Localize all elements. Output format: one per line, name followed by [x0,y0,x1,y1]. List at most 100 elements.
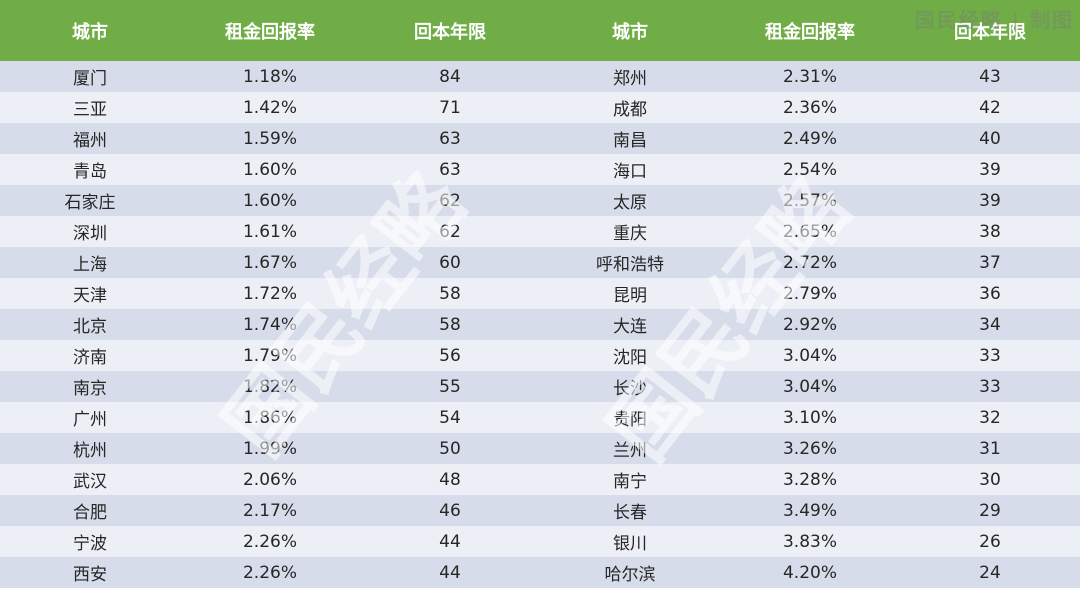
cell-years-left: 60 [360,247,540,278]
cell-rate-left: 1.67% [180,247,360,278]
cell-years-left: 44 [360,526,540,557]
cell-years-right: 32 [900,402,1080,433]
table-row: 上海 1.67% 60 呼和浩特 2.72% 37 [0,247,1080,278]
cell-years-left: 62 [360,216,540,247]
cell-years-left: 56 [360,340,540,371]
cell-rate-right: 2.49% [720,123,900,154]
cell-years-left: 48 [360,464,540,495]
cell-city-right: 太原 [540,185,720,216]
cell-years-right: 37 [900,247,1080,278]
cell-years-right: 33 [900,371,1080,402]
cell-rate-left: 2.26% [180,557,360,588]
cell-rate-right: 3.10% [720,402,900,433]
cell-years-left: 58 [360,309,540,340]
cell-years-right: 39 [900,154,1080,185]
cell-city-left: 南京 [0,371,180,402]
cell-years-right: 31 [900,433,1080,464]
cell-years-right: 33 [900,340,1080,371]
cell-years-right: 42 [900,92,1080,123]
cell-rate-left: 1.74% [180,309,360,340]
cell-rate-left: 1.60% [180,154,360,185]
cell-city-left: 三亚 [0,92,180,123]
cell-rate-left: 1.59% [180,123,360,154]
cell-city-left: 深圳 [0,216,180,247]
cell-years-right: 36 [900,278,1080,309]
cell-rate-right: 3.28% [720,464,900,495]
cell-rate-right: 2.65% [720,216,900,247]
cell-rate-right: 2.31% [720,61,900,92]
table-header-row: 城市 租金回报率 回本年限 城市 租金回报率 回本年限 [0,0,1080,61]
cell-years-left: 71 [360,92,540,123]
cell-years-left: 44 [360,557,540,588]
cell-years-left: 55 [360,371,540,402]
cell-years-right: 24 [900,557,1080,588]
cell-rate-left: 1.61% [180,216,360,247]
cell-rate-left: 1.72% [180,278,360,309]
table-row: 青岛 1.60% 63 海口 2.54% 39 [0,154,1080,185]
header-rate-right: 租金回报率 [720,0,900,61]
cell-rate-left: 2.17% [180,495,360,526]
cell-rate-right: 2.54% [720,154,900,185]
cell-rate-right: 3.26% [720,433,900,464]
cell-city-left: 武汉 [0,464,180,495]
table-row: 南京 1.82% 55 长沙 3.04% 33 [0,371,1080,402]
cell-years-left: 54 [360,402,540,433]
cell-rate-left: 2.26% [180,526,360,557]
cell-city-right: 大连 [540,309,720,340]
cell-years-right: 38 [900,216,1080,247]
cell-rate-right: 3.04% [720,340,900,371]
cell-rate-right: 2.57% [720,185,900,216]
cell-city-left: 宁波 [0,526,180,557]
cell-rate-left: 1.86% [180,402,360,433]
cell-city-right: 长沙 [540,371,720,402]
cell-city-left: 福州 [0,123,180,154]
table-row: 合肥 2.17% 46 长春 3.49% 29 [0,495,1080,526]
cell-rate-left: 1.18% [180,61,360,92]
cell-rate-right: 2.79% [720,278,900,309]
header-city-right: 城市 [540,0,720,61]
cell-rate-right: 3.49% [720,495,900,526]
cell-years-right: 30 [900,464,1080,495]
cell-city-right: 南宁 [540,464,720,495]
cell-rate-right: 3.04% [720,371,900,402]
table-row: 厦门 1.18% 84 郑州 2.31% 43 [0,61,1080,92]
cell-years-right: 40 [900,123,1080,154]
cell-years-left: 50 [360,433,540,464]
table-row: 深圳 1.61% 62 重庆 2.65% 38 [0,216,1080,247]
cell-rate-left: 2.06% [180,464,360,495]
header-rate-left: 租金回报率 [180,0,360,61]
cell-years-left: 62 [360,185,540,216]
cell-city-left: 杭州 [0,433,180,464]
cell-years-right: 43 [900,61,1080,92]
cell-years-right: 29 [900,495,1080,526]
table-row: 三亚 1.42% 71 成都 2.36% 42 [0,92,1080,123]
cell-city-right: 呼和浩特 [540,247,720,278]
cell-city-right: 贵阳 [540,402,720,433]
cell-city-right: 重庆 [540,216,720,247]
header-years-left: 回本年限 [360,0,540,61]
cell-years-right: 26 [900,526,1080,557]
table-row: 北京 1.74% 58 大连 2.92% 34 [0,309,1080,340]
cell-years-left: 46 [360,495,540,526]
cell-city-right: 成都 [540,92,720,123]
table-row: 天津 1.72% 58 昆明 2.79% 36 [0,278,1080,309]
cell-years-left: 58 [360,278,540,309]
header-city-left: 城市 [0,0,180,61]
table-row: 石家庄 1.60% 62 太原 2.57% 39 [0,185,1080,216]
cell-city-left: 济南 [0,340,180,371]
cell-rate-right: 2.36% [720,92,900,123]
table-row: 西安 2.26% 44 哈尔滨 4.20% 24 [0,557,1080,588]
cell-city-right: 海口 [540,154,720,185]
cell-city-right: 长春 [540,495,720,526]
cell-rate-right: 2.92% [720,309,900,340]
cell-city-left: 西安 [0,557,180,588]
cell-rate-left: 1.60% [180,185,360,216]
table-row: 杭州 1.99% 50 兰州 3.26% 31 [0,433,1080,464]
cell-city-right: 郑州 [540,61,720,92]
cell-city-left: 青岛 [0,154,180,185]
table-body: 厦门 1.18% 84 郑州 2.31% 43 三亚 1.42% 71 成都 2.36% 42 福州 1.… [0,61,1080,588]
cell-city-left: 北京 [0,309,180,340]
cell-rate-right: 3.83% [720,526,900,557]
cell-city-right: 南昌 [540,123,720,154]
